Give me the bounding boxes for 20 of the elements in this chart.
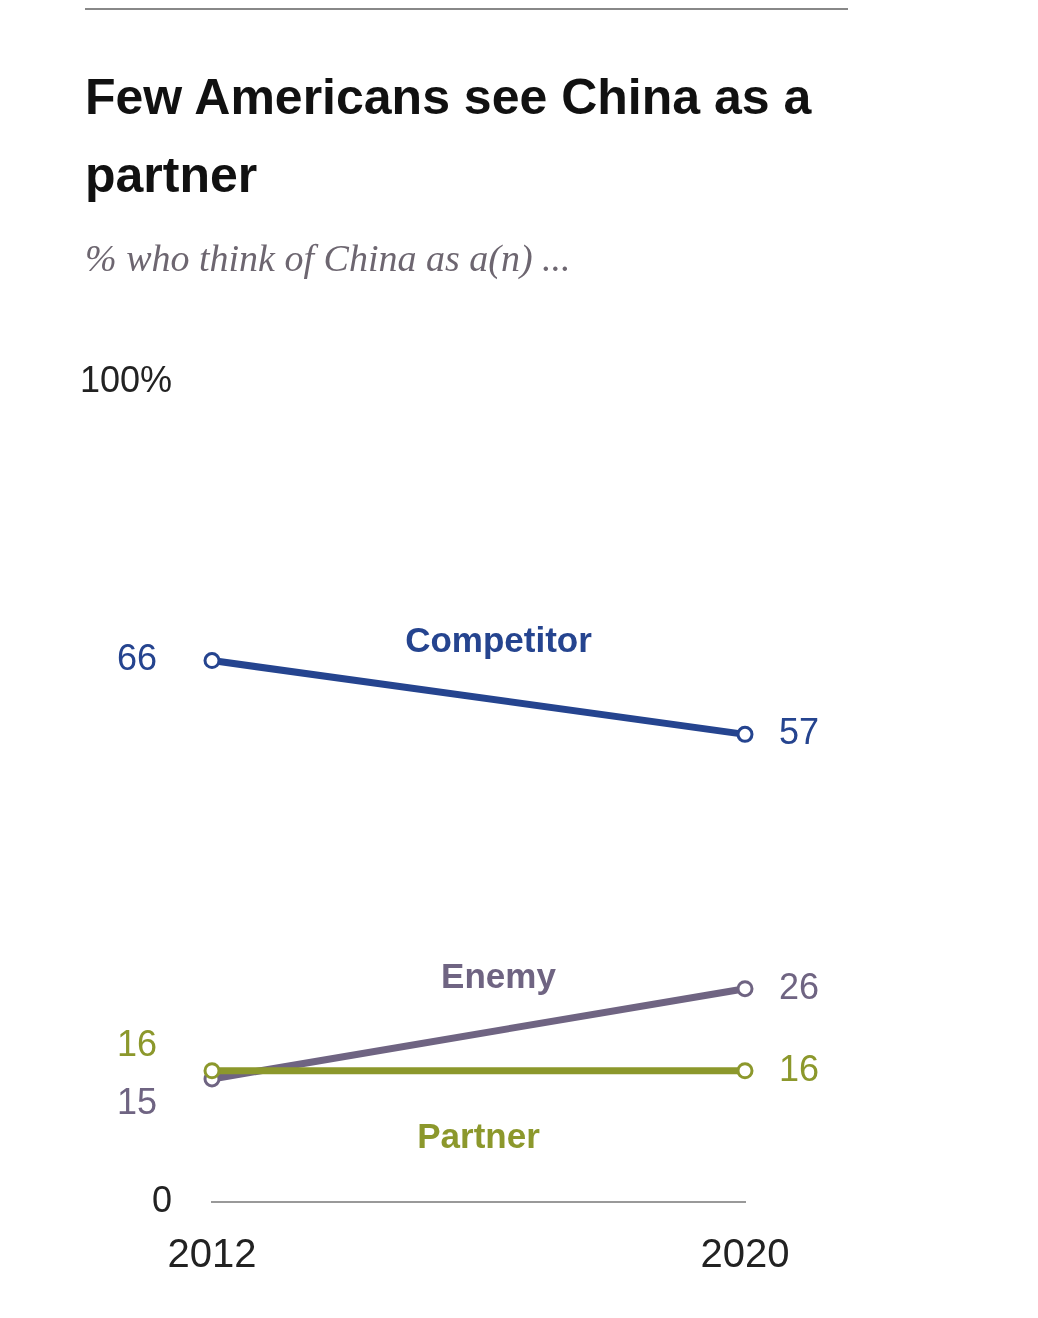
data-label: 66	[116, 637, 157, 679]
x-tick-label: 2012	[167, 1231, 257, 1276]
point	[736, 725, 754, 743]
point	[736, 1062, 754, 1080]
data-label: 26	[779, 965, 820, 1007]
point	[203, 652, 221, 670]
y-tick-label: 0	[151, 1178, 172, 1220]
y-tick-label: 100%	[79, 358, 172, 400]
point	[736, 980, 754, 998]
data-label: 15	[116, 1080, 157, 1122]
series-label: Partner	[417, 1115, 541, 1155]
point	[203, 1062, 221, 1080]
data-label: 16	[116, 1022, 157, 1064]
series-label: Enemy	[441, 955, 557, 995]
data-label: 16	[779, 1047, 820, 1089]
chart-title: Few Americans see China as a partner	[85, 68, 813, 205]
series-label: Competitor	[405, 619, 593, 659]
x-tick-label: 2020	[700, 1231, 790, 1276]
data-label: 57	[779, 711, 820, 753]
chart-subtitle: % who think of China as a(n) ...	[85, 236, 571, 280]
